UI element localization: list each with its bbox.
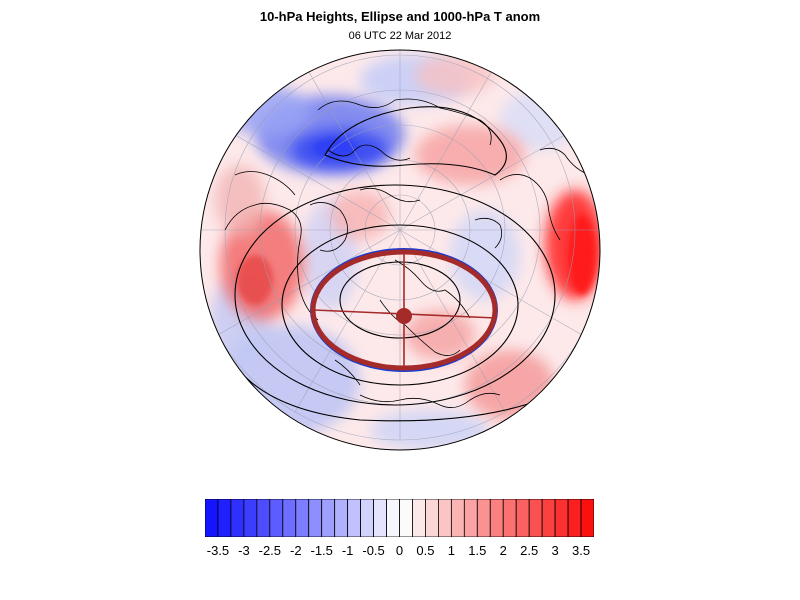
colorbar-tick-label: 2.5 [520, 543, 539, 558]
colorbar-tick-label: -1 [341, 543, 354, 558]
colorbar-tick-label: 3 [551, 543, 559, 558]
colorbar-tick-label: -2.5 [258, 543, 282, 558]
colorbar-box [489, 499, 504, 537]
colorbar-box [476, 499, 491, 537]
colorbar-box [256, 499, 271, 537]
chart-title: 10-hPa Heights, Ellipse and 1000-hPa T a… [259, 9, 541, 24]
colorbar-box [373, 499, 387, 537]
colorbar-box [580, 499, 594, 537]
colorbar-tick-label: -1.5 [310, 543, 333, 558]
colorbar-box [399, 499, 413, 537]
chart-subtitle: 06 UTC 22 Mar 2012 [348, 30, 452, 42]
colorbar-box [269, 499, 284, 537]
colorbar-box [541, 499, 556, 537]
globe-outline [199, 49, 601, 451]
colorbar-box [360, 499, 374, 537]
colorbar-tick-label: 3.5 [571, 543, 591, 558]
colorbar-box [282, 499, 297, 537]
colorbar-box [463, 499, 478, 537]
colorbar-tick-label: 1.5 [468, 543, 487, 558]
colorbar-box [412, 499, 426, 537]
colorbar-box [205, 499, 219, 537]
colorbar-box [295, 499, 310, 537]
colorbar-box [515, 499, 530, 537]
colorbar-box [243, 499, 258, 537]
colorbar-box [450, 499, 465, 537]
colorbar-tick-label: 2 [499, 543, 507, 558]
colorbar [205, 499, 594, 537]
colorbar-tick-label: -3.5 [206, 543, 230, 558]
colorbar-box [217, 499, 232, 537]
colorbar-box [554, 499, 569, 537]
colorbar-tick-label: -0.5 [362, 543, 385, 558]
colorbar-tick-label: 0 [395, 543, 404, 558]
colorbar-tick-label: -3 [238, 543, 250, 558]
colorbar-box [321, 499, 336, 537]
vortex-ellipse [310, 248, 498, 372]
colorbar-box [308, 499, 323, 537]
ellipse-centroid [396, 308, 412, 324]
colorbar-box [347, 499, 362, 537]
colorbar-tick-label: 1 [447, 543, 455, 558]
colorbar-box [567, 499, 582, 537]
colorbar-tick-label: 0.5 [416, 543, 435, 558]
colorbar-box [334, 499, 349, 537]
colorbar-box [230, 499, 245, 537]
colorbar-box [528, 499, 543, 537]
colorbar-box [386, 499, 400, 537]
colorbar-box [502, 499, 517, 537]
colorbar-box [425, 499, 439, 537]
colorbar-tick-label: -2 [289, 543, 302, 558]
colorbar-box [437, 499, 452, 537]
